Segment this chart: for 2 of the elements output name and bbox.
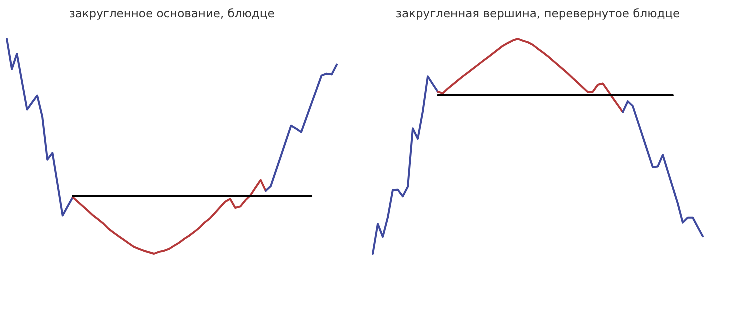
chart-title: закругленное основание, блюдце (69, 6, 275, 20)
chart-title: закругленная вершина, перевернутое блюдце (396, 6, 680, 20)
